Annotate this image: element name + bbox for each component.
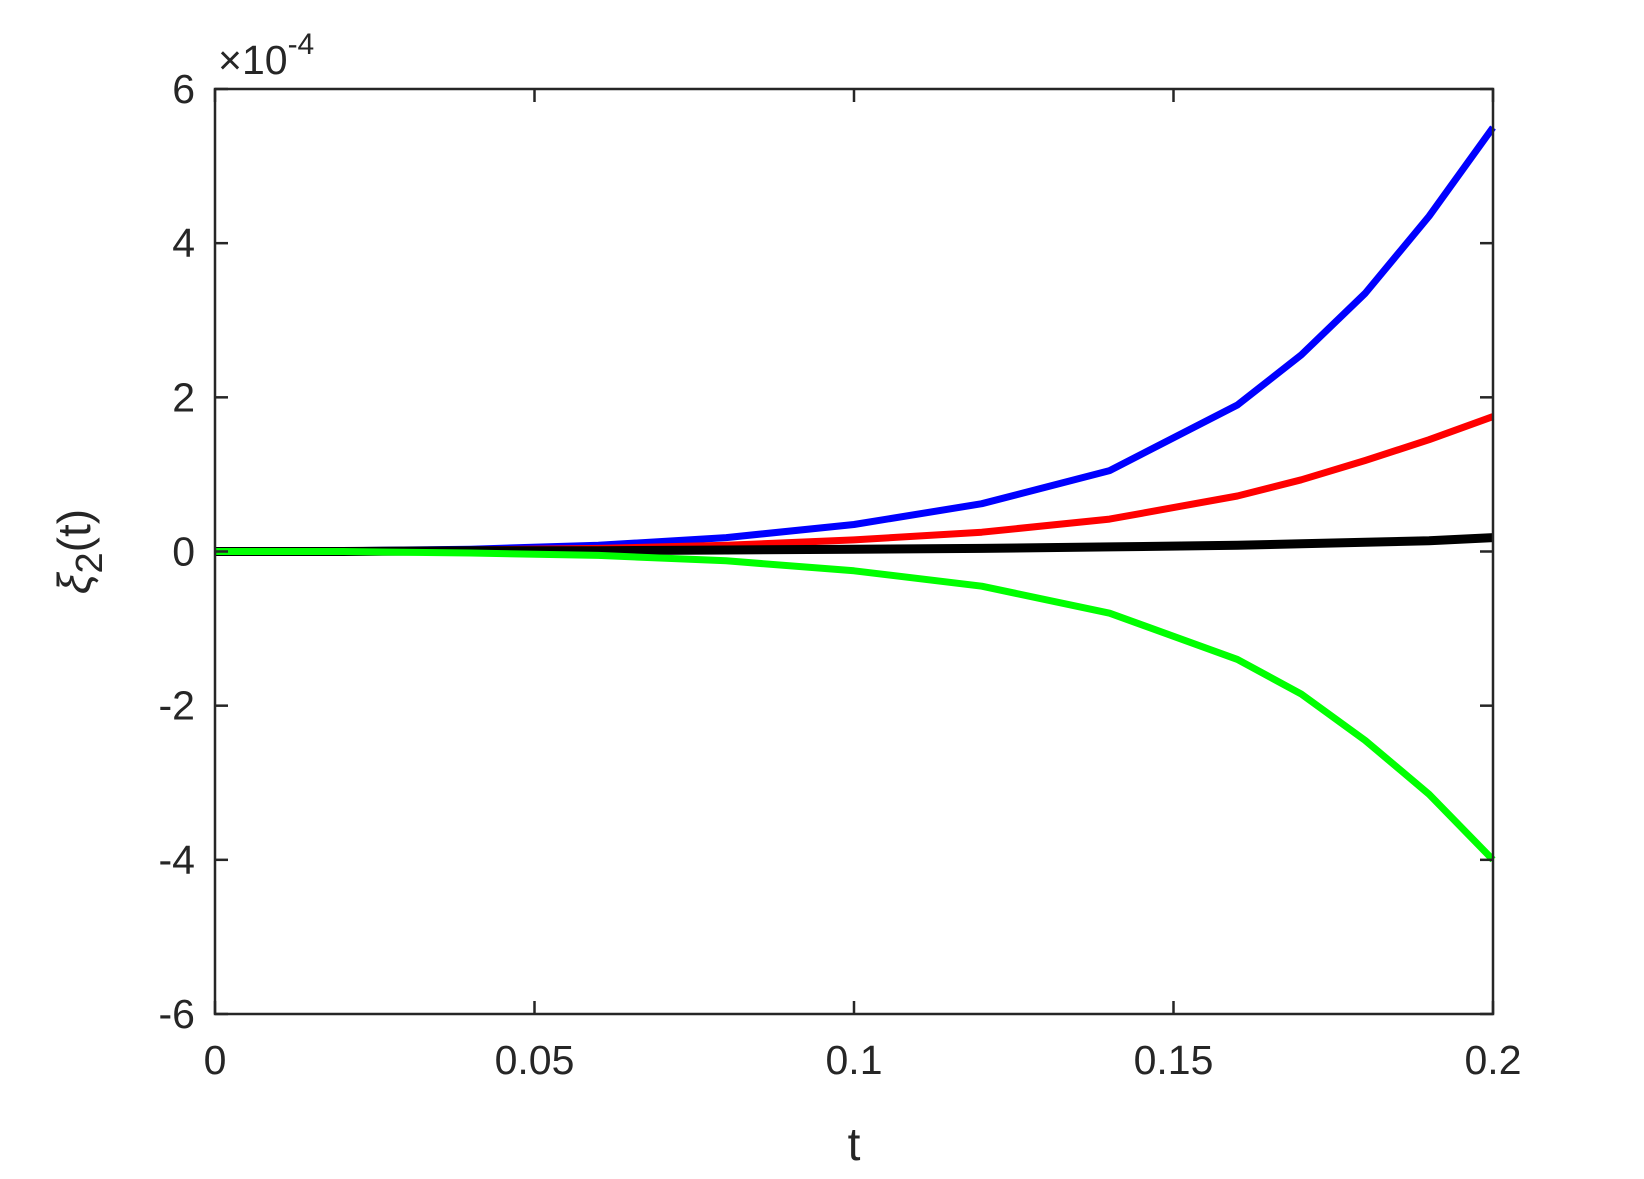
y-axis-label-symbol: ξ <box>48 571 100 594</box>
x-tick-label: 0.15 <box>1134 1037 1214 1083</box>
series-layer <box>214 125 1496 863</box>
y-axis-label: ξ2(t) <box>48 509 111 594</box>
y-axis-label-subscript: 2 <box>69 552 111 573</box>
y-tick-label: -2 <box>159 683 195 729</box>
x-tick-label: 0.05 <box>495 1037 575 1083</box>
x-tick-label: 0.2 <box>1465 1037 1522 1083</box>
y-tick-label: 6 <box>172 66 195 112</box>
tick-layer <box>213 87 1495 1016</box>
y-tick-label: -4 <box>159 837 195 883</box>
y-exponent-power: -4 <box>288 28 315 61</box>
y-exponent-prefix: ×10 <box>218 37 288 83</box>
y-tick-label: 4 <box>172 220 195 266</box>
y-tick-label: 0 <box>172 529 195 575</box>
x-tick-label: 0.1 <box>826 1037 883 1083</box>
y-tick-label: 2 <box>172 374 195 420</box>
series-line-4 <box>215 548 1496 863</box>
y-exponent-label: ×10-4 <box>218 28 314 83</box>
tick-label-layer: 0 0.05 0.1 0.15 0.2 -6 -4 -2 0 2 4 6 <box>159 66 1522 1083</box>
y-axis-label-suffix: (t) <box>48 509 100 552</box>
x-axis-label: t <box>848 1118 861 1170</box>
x-tick-label: 0 <box>204 1037 227 1083</box>
y-tick-label: -6 <box>159 991 195 1037</box>
